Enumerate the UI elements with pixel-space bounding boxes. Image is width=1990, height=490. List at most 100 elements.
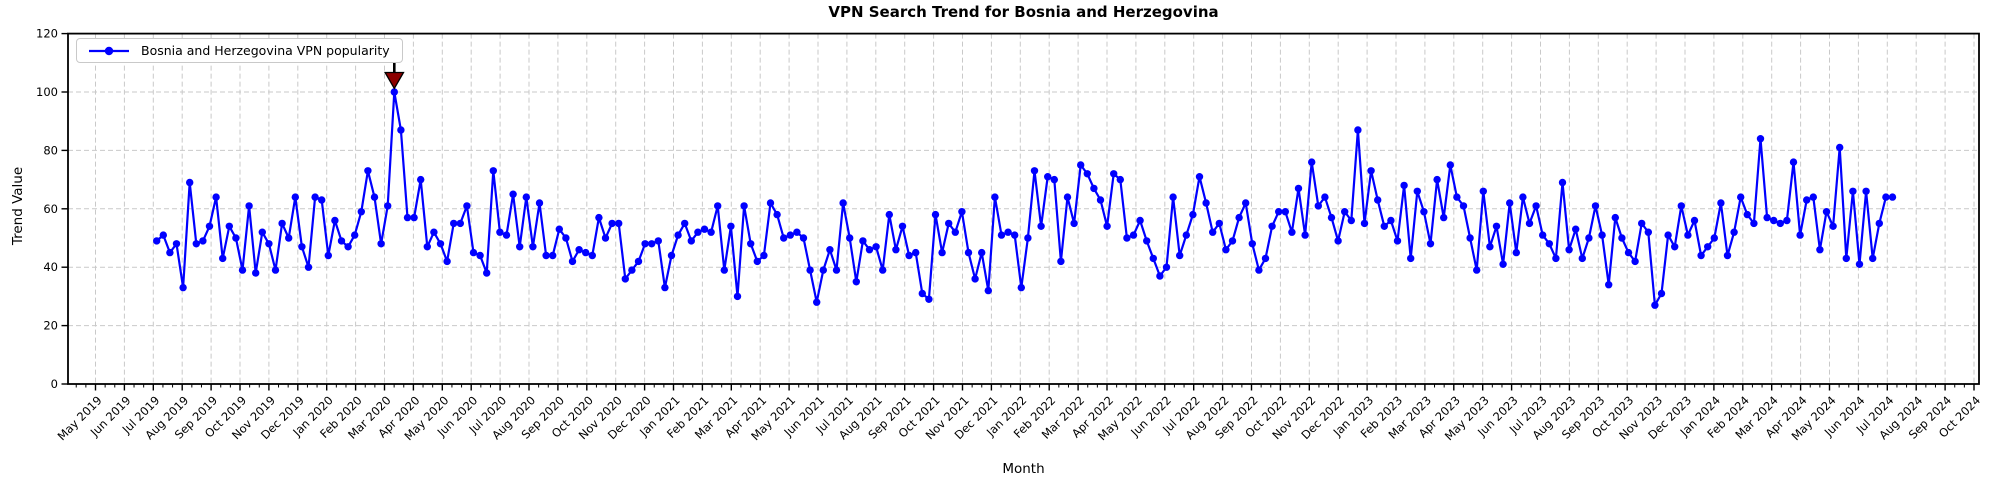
data-point-marker xyxy=(1248,240,1257,248)
data-point-marker xyxy=(351,231,359,239)
data-point-marker xyxy=(1440,213,1448,222)
data-point-marker xyxy=(1268,222,1276,230)
data-point-marker xyxy=(575,246,583,254)
data-point-marker xyxy=(991,193,999,201)
data-point-marker xyxy=(859,237,867,245)
data-point-marker xyxy=(1836,143,1844,152)
data-point-marker xyxy=(727,222,735,230)
data-point-marker xyxy=(1519,193,1527,201)
data-point-marker xyxy=(1750,219,1758,228)
data-point-marker xyxy=(1578,254,1587,263)
data-point-marker xyxy=(951,228,959,236)
data-point-marker xyxy=(1407,254,1415,263)
data-point-marker xyxy=(1341,208,1349,216)
data-point-marker xyxy=(1044,173,1052,181)
data-point-marker xyxy=(714,202,722,210)
data-point-marker xyxy=(1671,243,1679,251)
data-point-marker xyxy=(958,208,966,216)
data-point-marker xyxy=(456,219,464,228)
data-point-marker xyxy=(1459,202,1468,210)
data-point-marker xyxy=(1591,202,1600,210)
data-point-marker xyxy=(1169,193,1177,201)
data-point-marker xyxy=(1453,193,1461,201)
data-point-marker xyxy=(925,295,933,303)
data-point-marker xyxy=(1360,219,1369,228)
data-point-marker xyxy=(773,210,781,219)
data-point-marker xyxy=(1202,199,1210,207)
data-point-marker xyxy=(291,193,299,201)
data-point-marker xyxy=(1387,216,1395,225)
data-point-marker xyxy=(1228,237,1237,245)
data-point-marker xyxy=(159,231,167,239)
data-point-marker xyxy=(931,210,940,219)
data-point-marker xyxy=(971,275,979,283)
data-point-marker xyxy=(1512,248,1521,257)
data-point-marker xyxy=(1809,193,1818,201)
data-point-marker xyxy=(918,289,926,298)
data-point-marker xyxy=(403,213,412,222)
data-point-marker xyxy=(1077,161,1085,169)
data-point-marker xyxy=(516,243,524,251)
data-point-marker xyxy=(945,219,953,228)
data-point-marker xyxy=(469,248,478,257)
data-point-marker xyxy=(285,234,293,242)
data-point-marker xyxy=(1803,196,1811,204)
axis-ticks xyxy=(61,32,1975,391)
data-point-marker xyxy=(1723,251,1732,260)
data-point-marker xyxy=(337,237,346,245)
data-point-marker xyxy=(1057,257,1065,266)
data-point-marker xyxy=(819,266,827,274)
data-point-marker xyxy=(1525,219,1534,228)
data-point-marker xyxy=(1446,161,1455,169)
data-point-marker xyxy=(192,240,200,248)
data-point-marker xyxy=(608,219,616,228)
data-point-marker xyxy=(1664,231,1672,239)
data-point-marker xyxy=(852,278,860,286)
data-point-marker xyxy=(799,234,808,242)
data-point-marker xyxy=(674,231,682,239)
data-point-marker xyxy=(1849,187,1857,195)
data-point-marker xyxy=(529,243,537,251)
data-point-marker xyxy=(1426,240,1435,248)
y-axis-label: Trend Value xyxy=(10,166,26,246)
data-point-marker xyxy=(1479,187,1488,195)
data-point-marker xyxy=(1763,213,1771,222)
data-point-marker xyxy=(1123,234,1131,242)
data-point-marker xyxy=(1499,260,1507,268)
data-point-marker xyxy=(1888,193,1897,201)
data-point-marker xyxy=(1235,213,1243,222)
data-point-marker xyxy=(997,231,1006,239)
data-point-marker xyxy=(555,225,563,233)
data-point-marker xyxy=(700,225,709,233)
data-point-marker xyxy=(225,222,233,230)
data-point-marker xyxy=(1776,219,1785,228)
data-point-marker xyxy=(1862,187,1870,195)
legend-line-swatch xyxy=(89,46,129,55)
data-point-marker xyxy=(1473,266,1481,274)
data-point-marker xyxy=(549,251,557,260)
data-point-marker xyxy=(588,251,596,260)
data-point-marker xyxy=(1506,199,1514,207)
data-point-marker xyxy=(1189,210,1197,219)
data-point-marker xyxy=(1585,234,1593,242)
data-point-marker xyxy=(1149,254,1158,263)
data-point-marker xyxy=(502,231,511,239)
data-point-marker xyxy=(1037,222,1045,230)
data-point-marker xyxy=(1433,175,1441,184)
data-point-marker xyxy=(496,228,504,236)
chart-title: VPN Search Trend for Bosnia and Herzegov… xyxy=(828,3,1219,21)
y-tick-label: 100 xyxy=(36,85,58,99)
data-point-marker xyxy=(1136,216,1144,225)
data-point-marker xyxy=(252,269,260,277)
data-point-marker xyxy=(601,234,610,242)
data-point-marker xyxy=(1281,208,1290,216)
y-tick-label: 60 xyxy=(43,202,58,216)
annotation-arrow-icon xyxy=(383,61,405,90)
y-tick-labels: 0 20 40 60 80 100 120 xyxy=(36,27,58,391)
data-point-marker xyxy=(370,193,379,201)
data-point-marker xyxy=(753,257,761,266)
data-point-marker xyxy=(681,219,689,228)
data-point-marker xyxy=(1486,243,1494,251)
data-point-marker xyxy=(476,251,484,260)
y-tick-label: 40 xyxy=(43,260,58,274)
